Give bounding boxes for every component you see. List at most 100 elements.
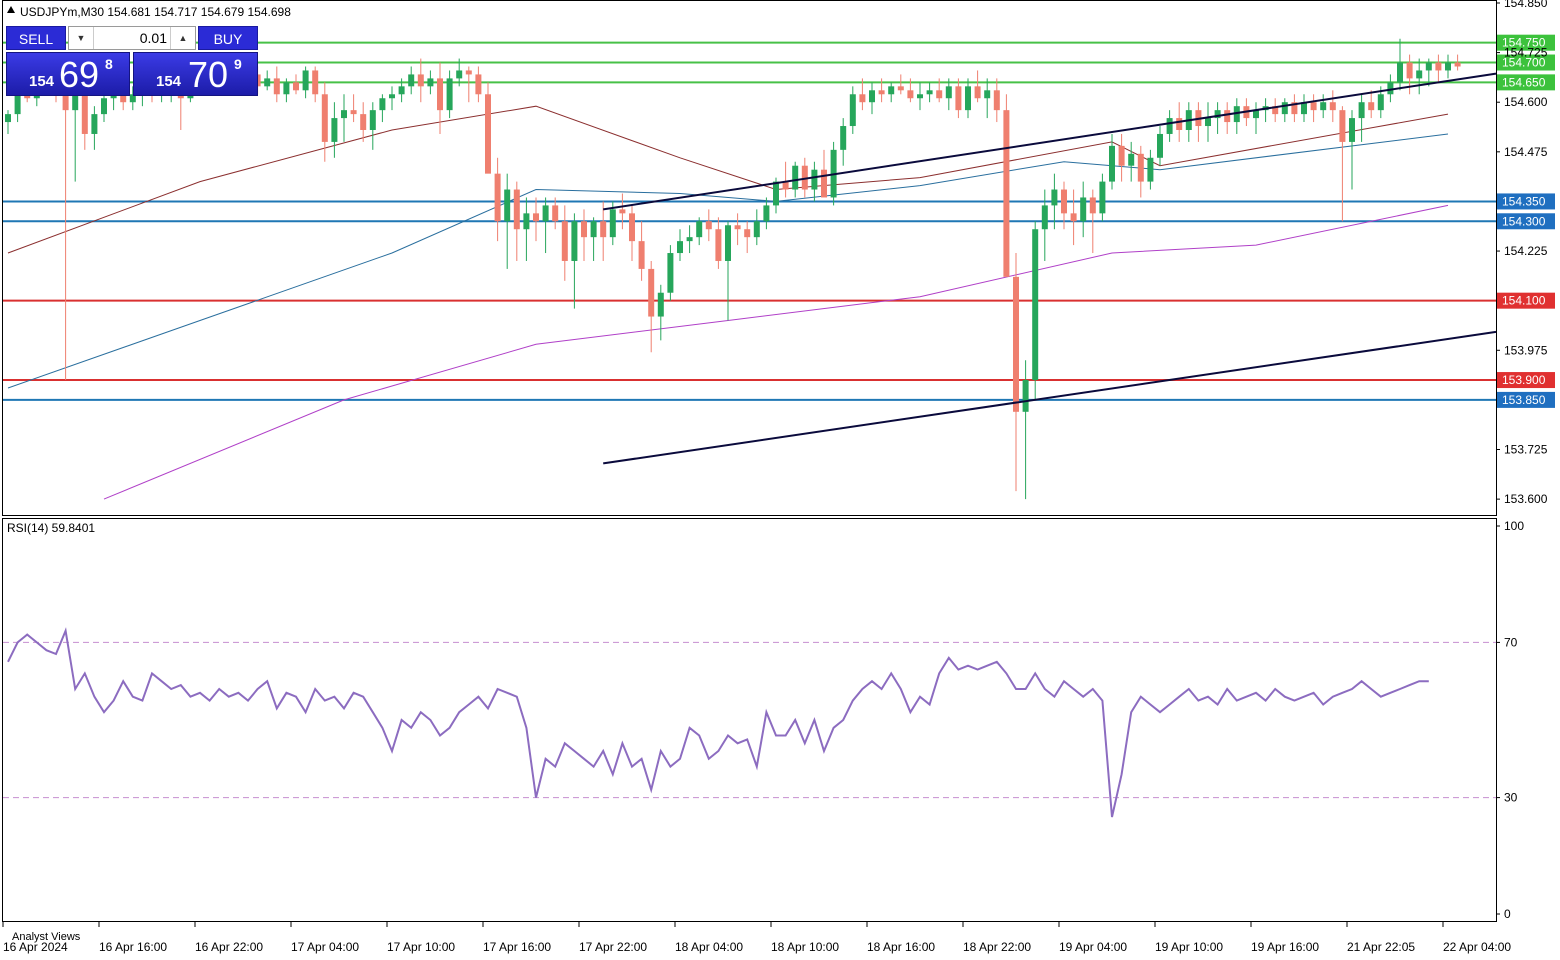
candle-body xyxy=(1013,276,1019,412)
candle-body xyxy=(1118,145,1125,166)
candle-body xyxy=(81,94,88,134)
price-tick-label: 154.725 xyxy=(1504,46,1548,60)
candle-body xyxy=(1176,118,1183,130)
candle-body xyxy=(485,94,491,174)
candle-body xyxy=(427,78,434,87)
candle-body xyxy=(1253,110,1259,119)
candle-body xyxy=(321,94,328,142)
candle-body xyxy=(744,229,751,238)
candle-body xyxy=(101,98,107,115)
trendline[interactable] xyxy=(603,330,1497,465)
time-tick-label: 17 Apr 16:00 xyxy=(483,940,551,954)
candle-body xyxy=(1147,157,1154,182)
price-level-label: 153.900 xyxy=(1502,373,1546,387)
candle-body xyxy=(1233,106,1240,123)
triangle-up-icon[interactable] xyxy=(7,6,15,13)
candle-body xyxy=(753,221,760,238)
buy-button[interactable]: BUY xyxy=(198,26,258,50)
candle-body xyxy=(72,94,79,111)
candle-body xyxy=(648,268,655,317)
candle-body xyxy=(1310,102,1317,111)
candle-body xyxy=(801,165,808,190)
price-level-label-bg xyxy=(1497,292,1555,309)
one-click-trade-panel: SELL ▼ 0.01 ▲ BUY 154 69 8 154 70 9 xyxy=(6,26,258,96)
rsi-panel-border xyxy=(2,518,1497,922)
buy-price-sup: 9 xyxy=(234,56,242,72)
price-level-label-bg xyxy=(1497,391,1555,408)
sell-price-prefix: 154 xyxy=(29,73,55,90)
candle-body xyxy=(993,90,1000,111)
price-level-label: 154.700 xyxy=(1502,56,1546,70)
candle-body xyxy=(571,221,578,261)
candle-body xyxy=(590,221,597,238)
time-tick-label: 17 Apr 04:00 xyxy=(291,940,359,954)
candle-body xyxy=(821,169,827,198)
candle-body xyxy=(1032,229,1039,381)
price-level-label-bg xyxy=(1497,372,1555,389)
candle-body xyxy=(1416,70,1423,79)
chevron-up-icon[interactable]: ▲ xyxy=(170,27,195,49)
trendline[interactable] xyxy=(603,72,1497,211)
candle-body xyxy=(581,221,587,238)
candle-body xyxy=(811,169,818,190)
candle-body xyxy=(715,229,722,261)
moving-average-line xyxy=(7,105,1449,254)
sell-price-display[interactable]: 154 69 8 xyxy=(6,52,130,96)
candle-body xyxy=(1099,181,1106,214)
candle-body xyxy=(926,90,933,95)
candle-body xyxy=(331,118,338,142)
buy-price-prefix: 154 xyxy=(156,73,182,90)
price-tick-label: 154.225 xyxy=(1504,244,1548,258)
candle-body xyxy=(542,205,549,222)
candle-body xyxy=(398,86,405,95)
candle-body xyxy=(1301,102,1307,115)
horizontal-levels[interactable]: 154.750 154.700 154.650 154.350 154.300 154.1… xyxy=(3,34,1555,408)
candle-body xyxy=(1454,62,1461,67)
candle-body xyxy=(782,181,789,190)
candle-body xyxy=(1445,62,1451,71)
time-tick-label: 17 Apr 10:00 xyxy=(387,940,455,954)
time-tick-label: 18 Apr 04:00 xyxy=(675,940,743,954)
price-tick-label: 154.600 xyxy=(1504,95,1548,109)
candle-body xyxy=(62,94,69,111)
rsi-tick-label: 30 xyxy=(1504,791,1518,805)
candle-body xyxy=(638,241,645,269)
candle-body xyxy=(129,94,136,103)
candle-body xyxy=(897,86,904,91)
time-tick-label: 22 Apr 04:00 xyxy=(1443,940,1511,954)
chevron-down-icon[interactable]: ▼ xyxy=(69,27,94,49)
rsi-layer xyxy=(3,627,1496,818)
candle-body xyxy=(657,292,664,317)
time-tick-label: 19 Apr 04:00 xyxy=(1059,940,1127,954)
candle-body xyxy=(5,114,11,123)
candle-body xyxy=(1368,102,1375,111)
candle-body xyxy=(360,114,367,130)
candle-body xyxy=(1041,205,1048,230)
time-tick-label: 16 Apr 16:00 xyxy=(99,940,167,954)
candle-body xyxy=(1070,213,1077,222)
buy-price-display[interactable]: 154 70 9 xyxy=(133,52,258,96)
sell-button[interactable]: SELL xyxy=(6,26,66,50)
price-level-label-bg xyxy=(1497,213,1555,230)
candle-body xyxy=(446,78,453,111)
candle-body xyxy=(1339,110,1346,142)
price-level-label: 154.300 xyxy=(1502,214,1546,228)
candle-body xyxy=(1051,189,1058,206)
candle-body xyxy=(475,74,482,95)
candle-body xyxy=(667,253,674,293)
candle-body xyxy=(878,90,885,95)
rsi-tick-label: 70 xyxy=(1504,635,1518,649)
trendlines[interactable] xyxy=(603,72,1497,465)
candle-body xyxy=(1435,62,1442,71)
candle-body xyxy=(907,90,914,99)
candle-body xyxy=(1061,189,1067,214)
lot-size-input[interactable]: 0.01 xyxy=(139,30,167,46)
sell-price-big: 69 xyxy=(59,54,100,95)
candle-body xyxy=(1166,118,1173,134)
lot-size-stepper[interactable]: ▼ 0.01 ▲ xyxy=(68,26,196,50)
candle-body xyxy=(504,189,511,222)
rsi-label: RSI(14) 59.8401 xyxy=(7,521,95,535)
candle-body xyxy=(1425,62,1432,71)
candle-body xyxy=(1214,110,1221,119)
